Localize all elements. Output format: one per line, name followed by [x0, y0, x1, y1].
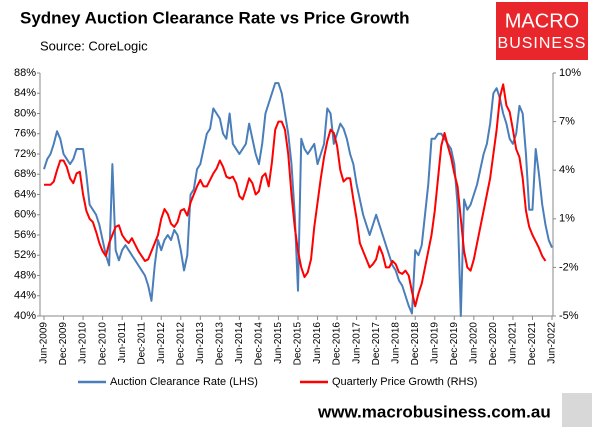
series-line [44, 83, 547, 308]
x-tick-label: Jun-2012 [156, 322, 167, 364]
logo-text: MACRO [505, 10, 579, 32]
x-tick-label: Jun-2010 [78, 322, 89, 364]
x-tick-label: Dec-2017 [371, 322, 382, 366]
x-tick-label: Dec-2016 [332, 322, 343, 366]
x-tick-label: Dec-2019 [449, 322, 460, 366]
x-tick-label: Dec-2009 [58, 322, 69, 366]
y-tick-label: 88% [14, 67, 36, 79]
y-tick-label: 52% [14, 249, 36, 261]
logo-box [496, 2, 588, 60]
y-tick-label: 80% [14, 107, 36, 119]
wolf-icon [562, 393, 592, 427]
x-tick-label: Jun-2013 [195, 322, 206, 364]
x-tick-label: Jun-2020 [468, 322, 479, 364]
x-tick-label: Dec-2014 [254, 322, 265, 366]
y2-tick-label: 1% [559, 213, 575, 225]
y2-tick-label: 7% [559, 116, 575, 128]
x-tick-label: Jun-2011 [117, 322, 128, 363]
x-tick-label: Dec-2013 [214, 322, 225, 366]
y-tick-label: 84% [14, 87, 36, 99]
logo-text: BUSINESS [498, 35, 587, 52]
y-tick-label: 76% [14, 128, 36, 140]
footer-url: www.macrobusiness.com.au [317, 402, 551, 421]
x-tick-label: Jun-2015 [273, 322, 284, 364]
y-tick-label: 48% [14, 269, 36, 281]
x-tick-label: Dec-2020 [488, 322, 499, 366]
x-tick-label: Jun-2014 [234, 322, 245, 364]
x-tick-label: Jun-2017 [351, 322, 362, 364]
y-tick-label: 40% [14, 310, 36, 322]
y2-tick-label: -5% [559, 310, 579, 322]
x-tick-label: Jun-2022 [547, 322, 558, 364]
y2-tick-label: 4% [559, 164, 575, 176]
y-tick-label: 44% [14, 290, 36, 302]
x-tick-label: Jun-2018 [390, 322, 401, 364]
y-tick-label: 64% [14, 188, 36, 200]
x-tick-label: Dec-2012 [175, 322, 186, 366]
y2-tick-label: 10% [559, 67, 581, 79]
x-tick-label: Jun-2009 [39, 322, 50, 364]
y-tick-label: 68% [14, 168, 36, 180]
legend-label: Auction Clearance Rate (LHS) [110, 376, 258, 388]
y-tick-label: 72% [14, 148, 36, 160]
y-tick-label: 60% [14, 209, 36, 221]
x-tick-label: Dec-2021 [527, 322, 538, 366]
y2-tick-label: -2% [559, 261, 579, 273]
x-tick-label: Dec-2018 [410, 322, 421, 366]
x-tick-label: Jun-2021 [508, 322, 519, 364]
series-line [43, 82, 553, 317]
y-tick-label: 56% [14, 229, 36, 241]
legend-label: Quarterly Price Growth (RHS) [332, 376, 477, 388]
x-tick-label: Jun-2016 [312, 322, 323, 364]
chart-title: Sydney Auction Clearance Rate vs Price G… [20, 8, 410, 27]
chart-subtitle: Source: CoreLogic [40, 38, 148, 53]
x-tick-label: Dec-2011 [136, 322, 147, 365]
x-tick-label: Jun-2019 [429, 322, 440, 364]
x-tick-label: Dec-2010 [97, 322, 108, 366]
x-tick-label: Dec-2015 [293, 322, 304, 366]
